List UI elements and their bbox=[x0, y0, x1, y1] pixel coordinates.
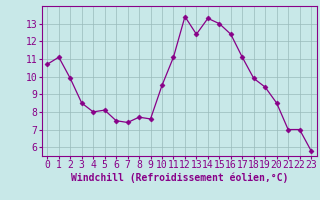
X-axis label: Windchill (Refroidissement éolien,°C): Windchill (Refroidissement éolien,°C) bbox=[70, 173, 288, 183]
